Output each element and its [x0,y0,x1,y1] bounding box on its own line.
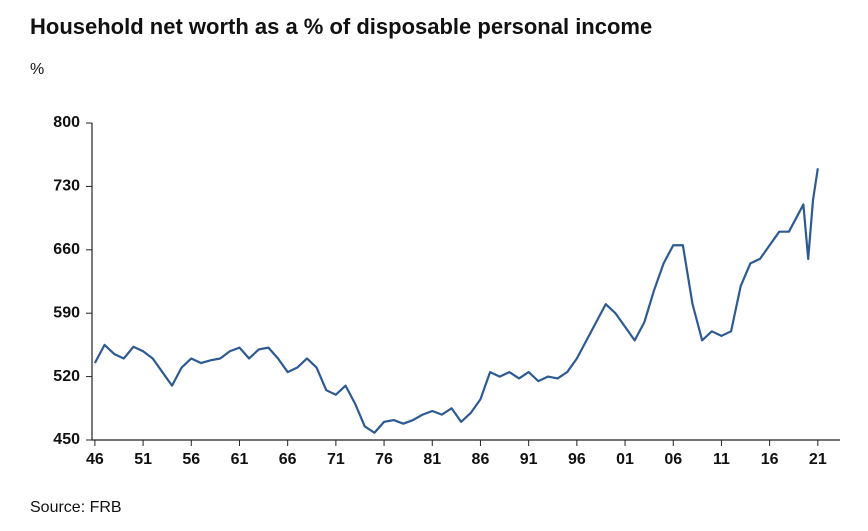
x-tick-label: 46 [86,451,104,468]
x-tick-label: 61 [231,451,249,468]
chart-title: Household net worth as a % of disposable… [30,14,652,39]
y-tick-label: 730 [53,178,80,195]
y-tick-label: 520 [53,368,80,385]
x-tick-label: 66 [279,451,297,468]
x-tick-label: 51 [134,451,152,468]
source: Source: FRB [30,499,122,516]
x-tick-label: 96 [568,451,586,468]
x-tick-label: 81 [423,451,441,468]
y-tick-label: 590 [53,304,80,321]
x-tick-label: 11 [713,451,730,468]
x-tick-label: 21 [809,451,827,468]
y-tick-label: 450 [53,431,80,448]
line [93,168,819,434]
x-tick-label: 71 [327,451,345,468]
x-tick-label: 86 [472,451,490,468]
x-tick-label: 06 [664,451,682,468]
x-tick-label: 91 [520,451,538,468]
x-tick-label: 01 [616,451,634,468]
y-tick-label: 800 [53,114,80,131]
y-unit: % [30,61,44,78]
x-tick-label: 56 [182,451,200,468]
x-tick-label: 16 [761,451,779,468]
y-tick-label: 660 [53,241,80,258]
x-tick-label: 76 [375,451,393,468]
